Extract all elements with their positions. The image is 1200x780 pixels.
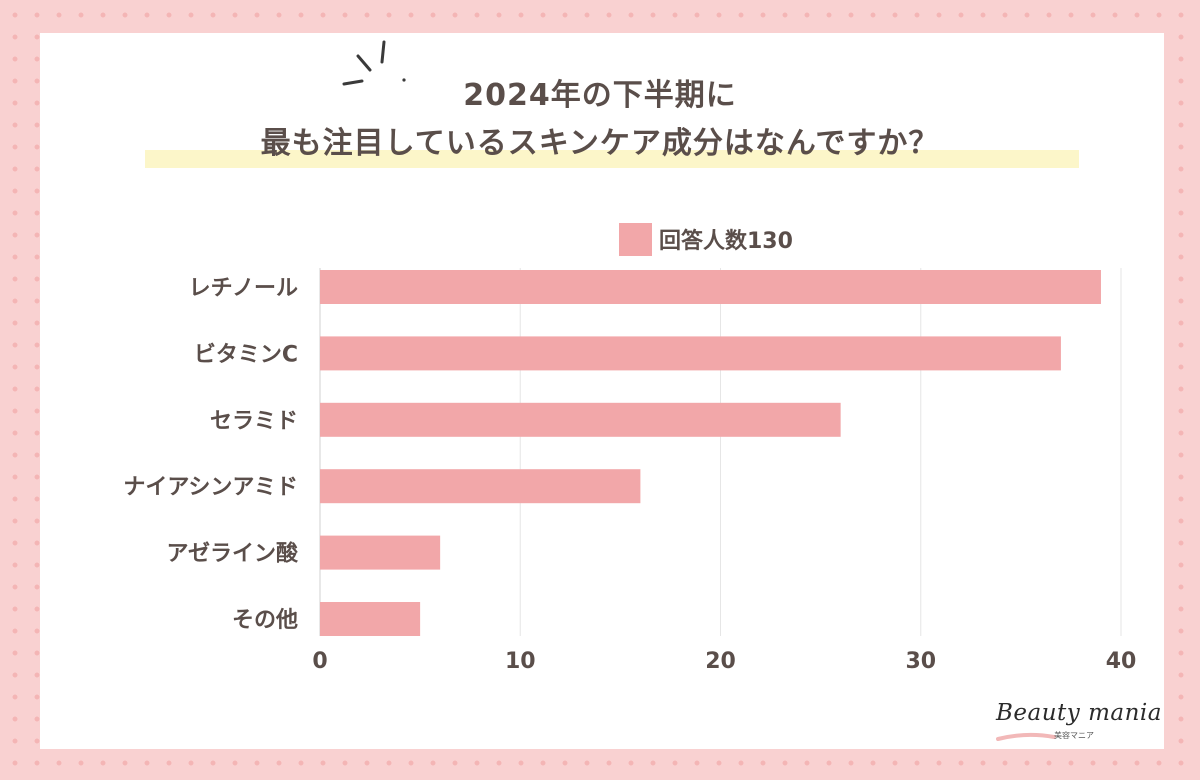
x-tick-label: 40 bbox=[1106, 649, 1137, 674]
bar bbox=[320, 602, 421, 636]
bar bbox=[320, 336, 1061, 371]
category-label: アゼライン酸 bbox=[166, 542, 299, 567]
brand-logo-subtitle: 美容マニア bbox=[1054, 731, 1094, 740]
chart-title-line1: 2024年の下半期に bbox=[463, 78, 737, 113]
sparkle-lines-decoration bbox=[342, 40, 406, 86]
category-label: レチノール bbox=[189, 276, 298, 301]
brand-logo-brushstroke bbox=[996, 732, 1056, 741]
bar bbox=[320, 270, 1101, 304]
category-label: セラミド bbox=[210, 409, 298, 434]
title-highlight bbox=[145, 150, 1079, 168]
brand-logo-name: Beauty mania bbox=[996, 700, 1162, 726]
bar bbox=[320, 469, 641, 504]
x-tick-label: 30 bbox=[905, 649, 936, 674]
x-tick-label: 0 bbox=[312, 649, 327, 674]
legend: 回答人数130 bbox=[619, 222, 793, 256]
bar bbox=[320, 402, 841, 437]
category-label: その他 bbox=[232, 608, 298, 633]
legend-label: 回答人数130 bbox=[659, 229, 793, 254]
x-tick-label: 10 bbox=[505, 649, 536, 674]
brand-logo: Beauty mania 美容マニア bbox=[996, 700, 1166, 750]
category-label: ビタミンC bbox=[194, 342, 298, 367]
chart-title-line2: 最も注目しているスキンケア成分はなんですか？ bbox=[260, 126, 940, 161]
legend-swatch bbox=[619, 222, 652, 256]
x-tick-label: 20 bbox=[705, 649, 736, 674]
bar bbox=[320, 535, 441, 570]
category-label: ナイアシンアミド bbox=[123, 475, 298, 500]
